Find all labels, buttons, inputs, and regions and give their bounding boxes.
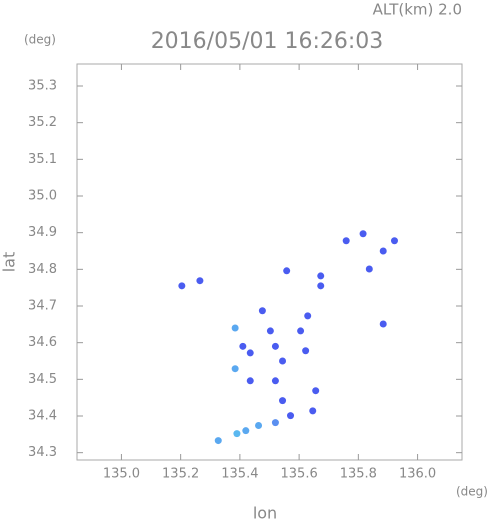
- x-axis-label: lon: [253, 504, 277, 521]
- chart-subtitle: ALT(km) 2.0: [373, 1, 462, 19]
- y-tick-label: 35.1: [28, 152, 57, 167]
- echo-point: [359, 230, 367, 238]
- echo-point: [271, 377, 279, 385]
- plot-frame: [76, 63, 463, 461]
- echo-point: [390, 237, 398, 245]
- y-tick-label: 35.2: [28, 115, 57, 130]
- y-tick-label: 34.8: [28, 262, 57, 277]
- y-unit: (deg): [24, 33, 56, 47]
- x-unit: (deg): [456, 485, 488, 499]
- y-tick-label: 34.7: [28, 299, 57, 314]
- echo-point: [233, 430, 241, 438]
- echo-point: [266, 327, 274, 335]
- echo-point: [279, 397, 287, 405]
- echo-point: [196, 277, 204, 285]
- echo-point: [271, 342, 279, 350]
- echo-point: [258, 307, 266, 315]
- y-tick-label: 34.6: [28, 335, 57, 350]
- x-tick-label: 135.8: [340, 467, 377, 482]
- y-tick-label: 35.3: [28, 79, 57, 94]
- echo-point: [231, 324, 239, 332]
- y-tick-label: 34.4: [28, 409, 57, 424]
- x-tick-label: 136.0: [399, 467, 436, 482]
- x-tick-label: 135.0: [103, 467, 140, 482]
- y-tick-label: 34.3: [28, 445, 57, 460]
- y-axis-label: lat: [0, 252, 19, 273]
- echo-point: [309, 407, 317, 415]
- y-tick-label: 35.0: [28, 189, 57, 204]
- y-tick-label: 34.5: [28, 372, 57, 387]
- x-tick-label: 135.6: [281, 467, 318, 482]
- echo-point: [214, 437, 222, 445]
- echo-point: [239, 342, 247, 350]
- x-tick-label: 135.2: [162, 467, 199, 482]
- echo-point: [365, 265, 373, 273]
- echo-point: [317, 272, 325, 280]
- x-tick-label: 135.4: [221, 467, 258, 482]
- echo-point: [297, 327, 305, 335]
- echo-point: [242, 427, 250, 435]
- echo-point: [312, 387, 320, 395]
- echo-point: [317, 282, 325, 290]
- echo-point: [271, 419, 279, 427]
- echo-point: [342, 237, 350, 245]
- echo-point: [246, 349, 254, 357]
- chart-title: 2016/05/01 16:26:03: [151, 29, 384, 54]
- echo-point: [379, 247, 387, 255]
- y-tick-label: 34.9: [28, 225, 57, 240]
- echo-point: [283, 267, 291, 275]
- echo-point: [379, 320, 387, 328]
- echo-point: [287, 412, 295, 420]
- echo-point: [304, 312, 312, 320]
- echo-point: [246, 377, 254, 385]
- echo-point: [178, 282, 186, 290]
- echo-point: [302, 347, 310, 355]
- echo-point: [255, 422, 263, 430]
- echo-point: [231, 365, 239, 373]
- echo-point: [279, 357, 287, 365]
